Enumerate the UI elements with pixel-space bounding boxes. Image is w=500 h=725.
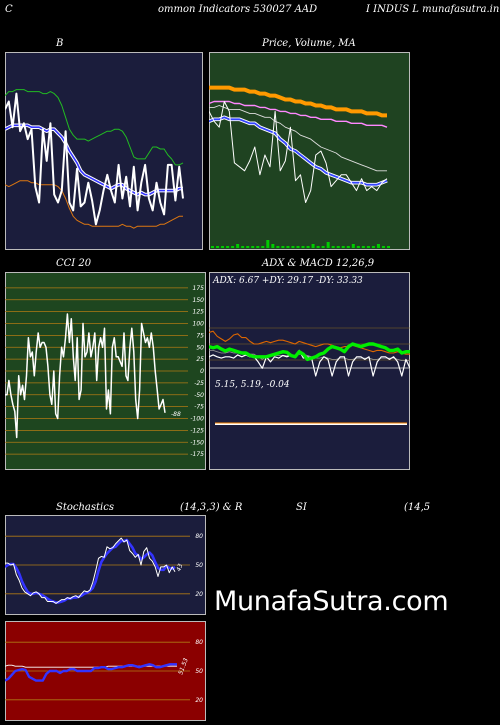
- cci-tick-label: 0: [200, 368, 204, 375]
- cci-tick-label: -50: [194, 392, 204, 399]
- header-left-char: C: [5, 4, 13, 15]
- rsi-tick-label: 50: [195, 668, 203, 675]
- volume-bar: [326, 242, 330, 248]
- cci-panel: 175 150 125 100 75 50 25 0 -25 -50 -75 -100 -125 -150…: [5, 272, 206, 470]
- adx-macd-title: ADX & MACD 12,26,9: [262, 258, 375, 269]
- header-title-part1: ommon Indicators 530027 AAD: [158, 4, 318, 15]
- cci-tick-label: 100: [193, 321, 205, 328]
- volume-bar: [221, 246, 225, 248]
- volume-bar: [276, 246, 280, 248]
- volume-bar: [246, 246, 250, 248]
- volume-bar: [256, 246, 260, 248]
- cci-tick-label: 50: [196, 344, 204, 351]
- cci-last-value-label: -88: [171, 411, 181, 418]
- volume-bar: [351, 244, 355, 248]
- bollinger-background: [5, 52, 203, 250]
- price-ma-mid-line: [209, 100, 388, 128]
- stochastics-tick-label: 80: [195, 533, 203, 540]
- rsi-tick-label: 20: [195, 697, 203, 704]
- stochastics-k-line: [5, 537, 176, 604]
- stochastics-last-value-label: 43: [175, 563, 184, 573]
- bollinger-panel: [5, 52, 203, 250]
- volume-bar: [306, 246, 310, 248]
- volume-bar: [236, 244, 240, 248]
- volume-bar: [226, 246, 230, 248]
- stochastics-tick-label: 20: [195, 591, 203, 598]
- adx-plus-di-line: [209, 330, 410, 355]
- price-ma-blue-line: [209, 116, 388, 186]
- stochastics-tick-label: 50: [195, 562, 203, 569]
- volume-bar: [261, 246, 265, 248]
- rsi-title-left: SI: [296, 502, 307, 513]
- adx-background: [209, 272, 410, 470]
- cci-tick-label: -75: [194, 404, 204, 411]
- cci-tick-label: 150: [193, 297, 205, 304]
- volume-bar: [231, 246, 235, 248]
- rsi-title-right: (14,5: [404, 502, 431, 513]
- cci-tick-label: 75: [196, 332, 204, 339]
- volume-bar: [241, 246, 245, 248]
- volume-bar: [341, 246, 345, 248]
- watermark-brand: MunafaSutra.com: [214, 586, 449, 617]
- price-ma-thick-line: [209, 85, 387, 118]
- adx-panel: ADX: 6.67 +DY: 29.17 -DY: 33.33 5.15, 5.1…: [209, 272, 410, 470]
- volume-bar: [387, 246, 390, 248]
- stoch-title-left: Stochastics: [56, 502, 114, 513]
- cci-title: CCI 20: [56, 258, 92, 269]
- volume-bar: [266, 240, 270, 248]
- bollinger-price-line: [5, 92, 184, 226]
- price-volume-title: Price, Volume, MA: [262, 38, 356, 49]
- cci-line: [5, 313, 166, 439]
- volume-bar: [321, 246, 325, 248]
- volume-bar: [216, 246, 220, 248]
- rsi-tick-label: 80: [195, 639, 203, 646]
- cci-tick-label: 125: [193, 309, 205, 316]
- volume-bar: [361, 246, 365, 248]
- volume-bar: [286, 246, 290, 248]
- bollinger-title: B: [56, 38, 64, 49]
- stochastics-d-line: [5, 538, 176, 604]
- volume-bar: [381, 246, 385, 248]
- header-title-part2: I INDUS L munafasutra.in: [366, 4, 500, 15]
- volume-bar: [251, 246, 255, 248]
- cci-tick-label: -150: [190, 439, 204, 446]
- cci-tick-label: -175: [190, 451, 204, 458]
- volume-bar: [296, 246, 300, 248]
- volume-bar: [316, 246, 320, 248]
- stoch-title-mid: (14,3,3) & R: [180, 502, 243, 513]
- volume-bar: [271, 244, 275, 248]
- macd-header-label: 5.15, 5.19, -0.04: [215, 380, 290, 390]
- volume-bar: [371, 246, 375, 248]
- volume-bar: [356, 246, 360, 248]
- volume-bar: [346, 246, 350, 248]
- volume-bar: [311, 244, 315, 248]
- volume-bar: [301, 246, 305, 248]
- adx-adx-line: [209, 342, 410, 362]
- price-volume-panel: [209, 52, 410, 250]
- volume-bar: [211, 246, 214, 248]
- volume-bar: [331, 246, 335, 248]
- volume-bar: [366, 246, 370, 248]
- volume-bar: [376, 244, 380, 248]
- rsi-blue-line: [5, 663, 177, 682]
- cci-tick-label: 25: [196, 356, 204, 363]
- cci-tick-label: -100: [190, 416, 204, 423]
- cci-tick-label: -25: [194, 380, 204, 387]
- adx-header-label: ADX: 6.67 +DY: 29.17 -DY: 33.33: [212, 276, 363, 286]
- rsi-white-line: [5, 664, 177, 668]
- volume-bar: [336, 246, 340, 248]
- bollinger-upper-line: [5, 89, 184, 166]
- price-volume-background: [209, 52, 410, 250]
- bollinger-middle-line: [5, 124, 183, 196]
- price-price-line: [209, 101, 388, 203]
- stochastics-panel: 80 50 20 43: [5, 515, 206, 615]
- volume-bar: [281, 246, 285, 248]
- cci-tick-label: 175: [193, 285, 205, 292]
- cci-tick-label: -125: [190, 427, 204, 434]
- price-ma-thin-line: [209, 105, 387, 172]
- volume-bar: [291, 246, 295, 248]
